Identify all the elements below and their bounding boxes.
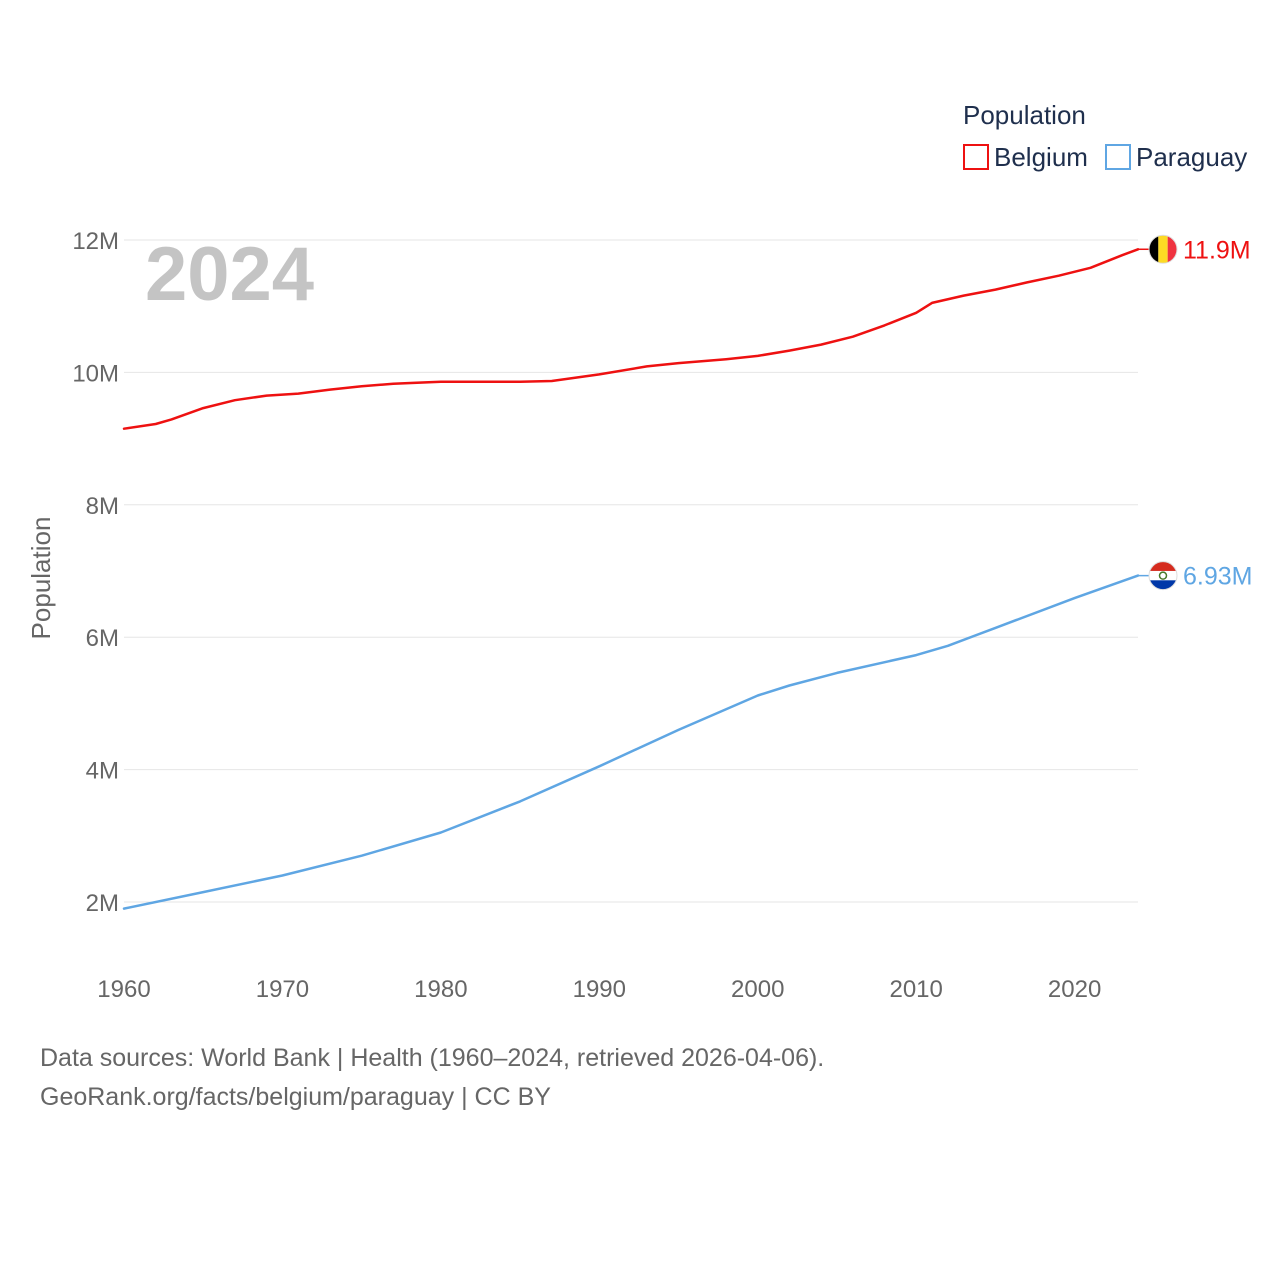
series-end-markers: 11.9M 6.93M [1138,234,1252,591]
y-axis-ticks: 2M 4M 6M 8M 10M 12M [72,228,119,917]
legend-label-belgium: Belgium [994,142,1088,172]
paraguay-flag-icon [1148,561,1178,591]
series-lines [122,248,1140,910]
attribution-note: GeoRank.org/facts/belgium/paraguay | CC … [40,1083,551,1111]
line-chart: 2M 4M 6M 8M 10M 12M 1960 1970 1980 1990 2000 2010 2… [26,100,1252,1003]
belgium-flag-icon [1148,234,1178,264]
legend-item-belgium[interactable]: Belgium [963,142,1088,172]
y-tick-label: 8M [86,493,119,520]
series-line-paraguay [122,574,1140,910]
legend-label-paraguay: Paraguay [1136,142,1247,172]
end-value-label-paraguay: 6.93M [1183,563,1252,591]
x-axis-ticks: 1960 1970 1980 1990 2000 2010 2020 [97,976,1101,1003]
legend-item-paraguay[interactable]: Paraguay [1105,142,1247,172]
legend: Population Belgium Paraguay [963,100,1247,172]
x-tick-label: 2020 [1048,976,1101,1003]
data-sources-note: Data sources: World Bank | Health (1960–… [40,1044,825,1072]
gridlines [124,239,1138,903]
x-tick-label: 2010 [889,976,942,1003]
legend-title: Population [963,100,1086,130]
y-tick-label: 6M [86,625,119,652]
legend-swatch-belgium [963,144,989,170]
y-tick-label: 10M [72,360,119,387]
x-tick-label: 1960 [97,976,150,1003]
end-value-label-belgium: 11.9M [1183,236,1251,264]
x-tick-label: 1990 [573,976,626,1003]
y-axis-title: Population [26,517,56,640]
y-tick-label: 2M [86,890,119,917]
y-tick-label: 4M [86,758,119,785]
y-tick-label: 12M [72,228,119,255]
x-tick-label: 1980 [414,976,467,1003]
year-badge: 2024 [145,232,314,317]
legend-swatch-paraguay [1105,144,1131,170]
series-line-belgium [122,248,1140,430]
x-tick-label: 1970 [256,976,309,1003]
x-tick-label: 2000 [731,976,784,1003]
